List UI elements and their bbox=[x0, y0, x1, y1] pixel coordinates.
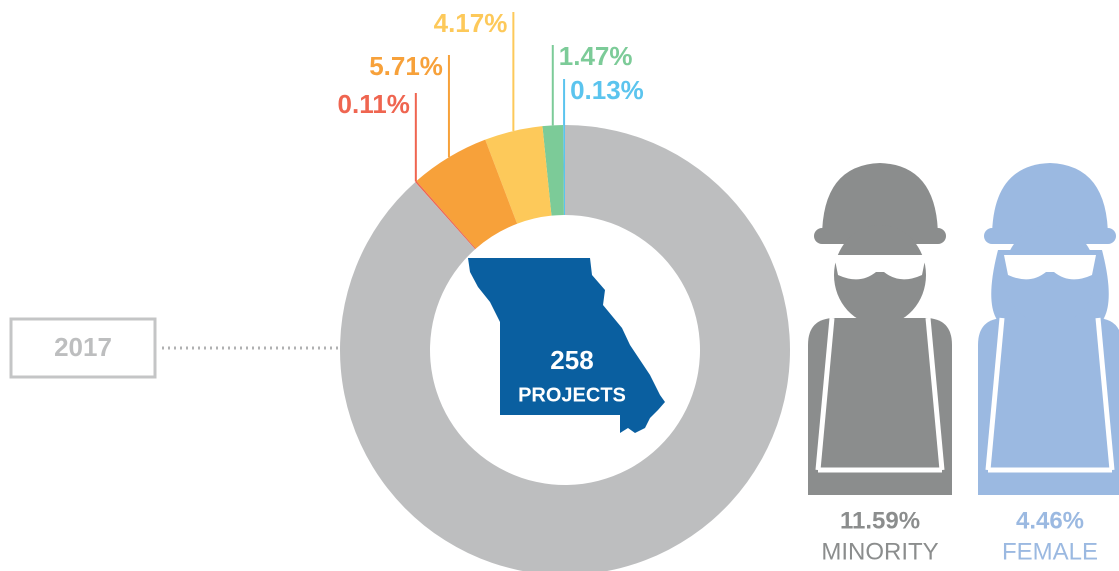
worker-value: 4.46% bbox=[1016, 507, 1084, 534]
value-label: 0.13% bbox=[570, 75, 644, 105]
year-box bbox=[9, 317, 157, 379]
worker-label: MINORITY bbox=[821, 538, 938, 565]
vest-stripe-right bbox=[925, 317, 945, 471]
glasses bbox=[834, 255, 926, 280]
year: 2017 bbox=[54, 332, 112, 362]
center-label: PROJECTS bbox=[518, 384, 626, 406]
worker-value: 11.59% bbox=[840, 507, 920, 534]
vest-stripe-right bbox=[1095, 317, 1115, 471]
segment bbox=[416, 139, 518, 249]
worker-icon bbox=[808, 163, 952, 495]
segment bbox=[542, 125, 564, 216]
value-label: 1.47% bbox=[559, 41, 633, 71]
helmet bbox=[992, 163, 1108, 238]
body bbox=[978, 318, 1119, 495]
remainder bbox=[340, 125, 790, 571]
missouri-map bbox=[468, 258, 665, 433]
segment bbox=[485, 126, 552, 224]
value-label: 4.17% bbox=[434, 8, 508, 38]
vest-stripe-left bbox=[985, 317, 1005, 471]
glasses bbox=[1004, 255, 1096, 280]
segment bbox=[415, 181, 476, 250]
worker-label: FEMALE bbox=[1002, 538, 1098, 565]
workers: 11.59% MINORITY 4.46% FEMALE bbox=[808, 163, 1119, 565]
head bbox=[834, 225, 926, 325]
head bbox=[1004, 225, 1096, 325]
segment bbox=[563, 125, 565, 216]
body bbox=[808, 318, 952, 495]
donut: 0.13% 1.47% 4.17% 5.71% 0.11% bbox=[338, 8, 790, 571]
value-label: 0.11% bbox=[338, 89, 410, 119]
vest-stripe-left bbox=[815, 317, 835, 471]
worker-icon bbox=[978, 163, 1119, 495]
value-label: 5.71% bbox=[369, 51, 443, 81]
center-value: 258 bbox=[550, 345, 593, 375]
helmet bbox=[822, 163, 938, 238]
